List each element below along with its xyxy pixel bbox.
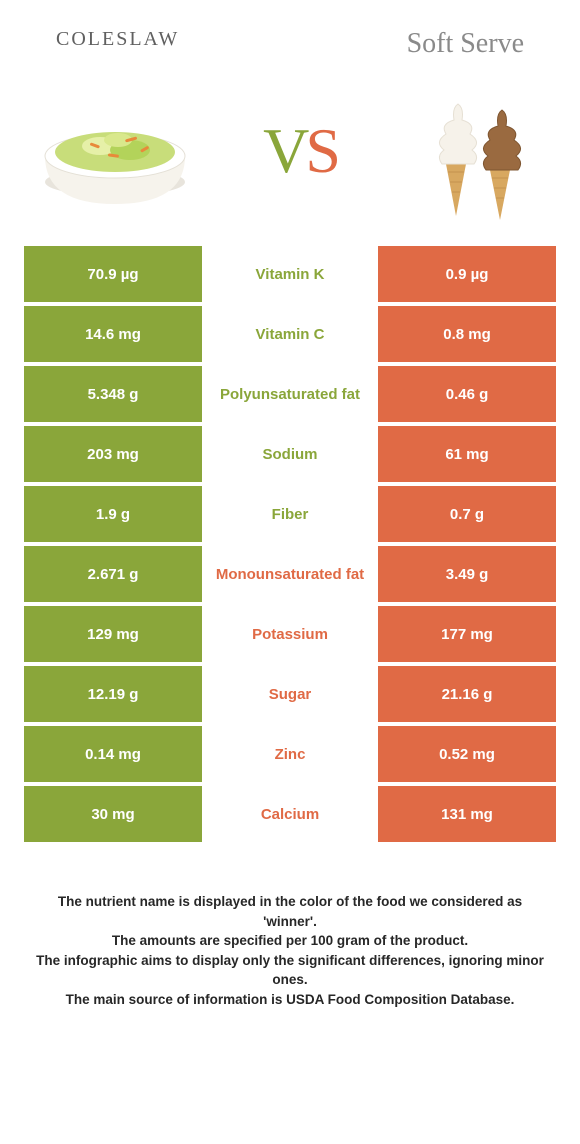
value-right: 0.8 mg — [378, 306, 556, 366]
hero-row: VS — [0, 68, 580, 246]
vs-s: S — [305, 115, 337, 186]
value-left: 203 mg — [24, 426, 202, 486]
footnote-line: The nutrient name is displayed in the co… — [32, 892, 548, 931]
value-left: 12.19 g — [24, 666, 202, 726]
table-row: 70.9 µgVitamin K0.9 µg — [24, 246, 556, 306]
nutrient-label: Calcium — [202, 786, 378, 846]
table-row: 2.671 gMonounsaturated fat3.49 g — [24, 546, 556, 606]
footnotes: The nutrient name is displayed in the co… — [0, 846, 580, 1009]
nutrient-label: Potassium — [202, 606, 378, 666]
value-left: 0.14 mg — [24, 726, 202, 786]
table-row: 5.348 gPolyunsaturated fat0.46 g — [24, 366, 556, 426]
value-right: 0.9 µg — [378, 246, 556, 306]
value-left: 14.6 mg — [24, 306, 202, 366]
title-row: COLESLAW Soft Serve — [0, 0, 580, 68]
value-left: 5.348 g — [24, 366, 202, 426]
value-right: 177 mg — [378, 606, 556, 666]
nutrient-label: Fiber — [202, 486, 378, 546]
value-left: 1.9 g — [24, 486, 202, 546]
vs-label: VS — [263, 114, 337, 188]
value-left: 70.9 µg — [24, 246, 202, 306]
footnote-line: The amounts are specified per 100 gram o… — [32, 931, 548, 951]
table-row: 203 mgSodium61 mg — [24, 426, 556, 486]
comparison-tbody: 70.9 µgVitamin K0.9 µg14.6 mgVitamin C0.… — [24, 246, 556, 846]
page-root: COLESLAW Soft Serve VS — [0, 0, 580, 1009]
nutrient-label: Sodium — [202, 426, 378, 486]
value-left: 30 mg — [24, 786, 202, 846]
nutrient-label: Sugar — [202, 666, 378, 726]
table-row: 129 mgPotassium177 mg — [24, 606, 556, 666]
food-title-left: COLESLAW — [56, 28, 179, 60]
vs-v: V — [263, 115, 305, 186]
table-row: 1.9 gFiber0.7 g — [24, 486, 556, 546]
value-right: 0.46 g — [378, 366, 556, 426]
value-right: 131 mg — [378, 786, 556, 846]
softserve-image — [400, 86, 550, 216]
value-right: 21.16 g — [378, 666, 556, 726]
table-row: 30 mgCalcium131 mg — [24, 786, 556, 846]
nutrient-label: Vitamin K — [202, 246, 378, 306]
table-row: 14.6 mgVitamin C0.8 mg — [24, 306, 556, 366]
table-row: 12.19 gSugar21.16 g — [24, 666, 556, 726]
footnote-line: The main source of information is USDA F… — [32, 990, 548, 1010]
value-left: 2.671 g — [24, 546, 202, 606]
nutrient-label: Polyunsaturated fat — [202, 366, 378, 426]
coleslaw-image — [30, 86, 200, 216]
value-right: 61 mg — [378, 426, 556, 486]
value-right: 0.52 mg — [378, 726, 556, 786]
value-left: 129 mg — [24, 606, 202, 666]
table-row: 0.14 mgZinc0.52 mg — [24, 726, 556, 786]
value-right: 3.49 g — [378, 546, 556, 606]
nutrient-label: Monounsaturated fat — [202, 546, 378, 606]
footnote-line: The infographic aims to display only the… — [32, 951, 548, 990]
food-title-right: Soft Serve — [407, 28, 524, 60]
value-right: 0.7 g — [378, 486, 556, 546]
nutrient-label: Zinc — [202, 726, 378, 786]
comparison-table: 70.9 µgVitamin K0.9 µg14.6 mgVitamin C0.… — [24, 246, 556, 846]
nutrient-label: Vitamin C — [202, 306, 378, 366]
